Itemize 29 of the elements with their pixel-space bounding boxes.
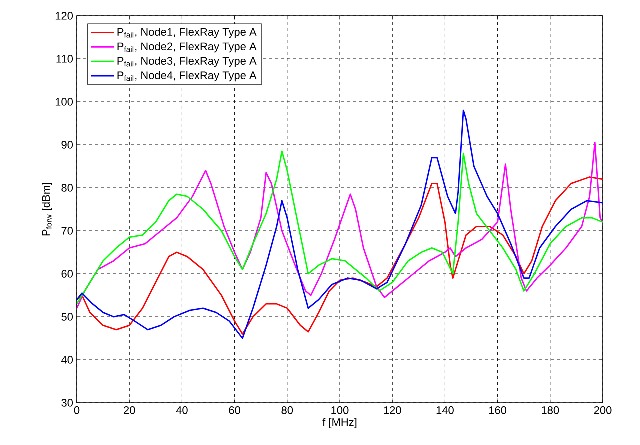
y-axis-title: P$_{forw}$ [dBm] bbox=[42, 183, 52, 236]
x-tick-label: 160 bbox=[489, 406, 507, 414]
x-tick-label: 200 bbox=[594, 406, 612, 414]
y-tick-label: 50 bbox=[62, 313, 74, 321]
x-tick-label: 20 bbox=[124, 406, 136, 414]
line-series bbox=[77, 176, 604, 335]
x-tick-label: 120 bbox=[384, 406, 402, 414]
x-tick-label: 40 bbox=[176, 406, 188, 414]
x-axis-title: f [MHz] bbox=[322, 418, 357, 428]
y-tick-label: 100 bbox=[56, 98, 74, 106]
y-tick-label: 110 bbox=[56, 55, 74, 63]
y-tick-label: 30 bbox=[62, 399, 74, 407]
y-tick-label: 80 bbox=[62, 184, 74, 192]
x-tick-label: 80 bbox=[282, 406, 294, 414]
x-tick-label: 0 bbox=[74, 406, 80, 414]
y-tick-label: 40 bbox=[61, 356, 74, 364]
legend-label: P$_{fail}$, Node1, FlexRay Type A bbox=[118, 28, 257, 38]
y-tick-label: 90 bbox=[62, 141, 74, 149]
legend-label: P$_{fail}$, Node4, FlexRay Type A bbox=[118, 71, 257, 82]
x-tick-label: 180 bbox=[542, 406, 560, 414]
y-tick-label: 60 bbox=[62, 270, 74, 278]
legend-label: P$_{fail}$, Node3, FlexRay Type A bbox=[118, 56, 257, 68]
y-tick-label: 120 bbox=[56, 12, 74, 20]
line-series bbox=[77, 110, 604, 340]
x-tick-label: 140 bbox=[436, 406, 454, 414]
x-tick-label: 100 bbox=[332, 406, 349, 414]
legend-label: P$_{fail}$, Node2, FlexRay Type A bbox=[118, 42, 257, 53]
y-tick-label: 70 bbox=[62, 227, 74, 235]
x-tick-label: 60 bbox=[229, 406, 240, 414]
